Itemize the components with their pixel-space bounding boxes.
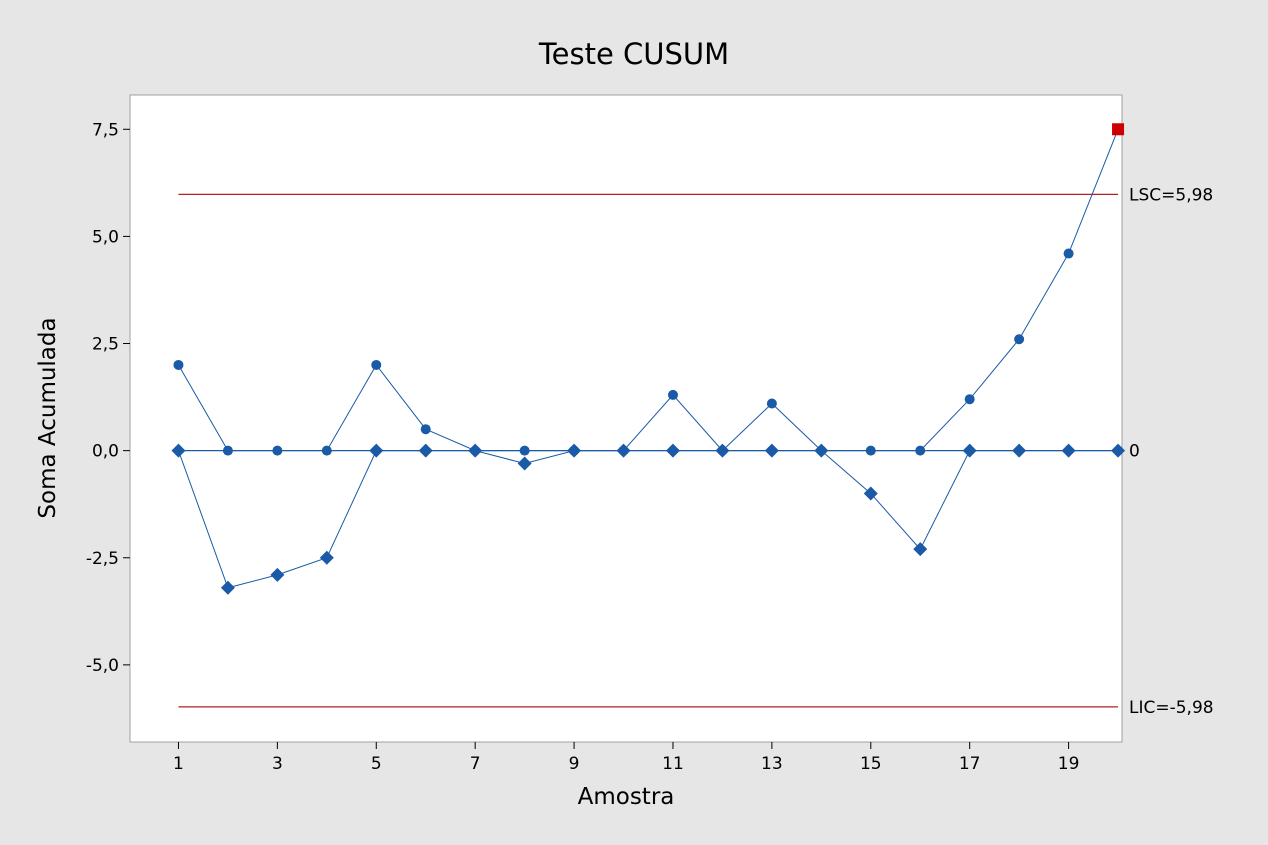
out-of-control-point (1112, 123, 1125, 136)
axes: -5,0-2,50,02,55,07,51 3 5 7 9 11 13 15 17 19 (86, 120, 1080, 774)
data-point-circle (667, 389, 678, 400)
data-point-circle (272, 445, 283, 456)
data-point-diamond (567, 443, 582, 458)
y-tick-label: 5,0 (92, 227, 119, 247)
data-point-diamond (863, 486, 878, 501)
y-tick-label: -5,0 (86, 656, 119, 676)
data-point-diamond (468, 443, 483, 458)
data-point-diamond (220, 580, 235, 595)
x-tick-label: 7 (470, 754, 481, 774)
data-point-diamond (418, 443, 433, 458)
data-point-diamond (1012, 443, 1027, 458)
data-point-diamond (319, 550, 334, 565)
x-tick-label: 13 (761, 754, 783, 774)
reference-line-label: 0 (1129, 442, 1140, 462)
series-line (178, 129, 1119, 452)
plot-area (129, 94, 1123, 743)
data-point-diamond (517, 456, 532, 471)
data-point-diamond (1111, 443, 1126, 458)
data-point-circle (420, 424, 431, 435)
data-point-diamond (764, 443, 779, 458)
data-point-circle (519, 445, 530, 456)
series-line (177, 450, 1119, 589)
data-point-circle (173, 359, 184, 370)
data-point-circle (222, 445, 233, 456)
x-tick-label: 1 (173, 754, 184, 774)
x-tick-label: 5 (371, 754, 382, 774)
x-tick-label: 19 (1058, 754, 1080, 774)
x-tick-label: 11 (662, 754, 684, 774)
reference-line-label: LSC=5,98 (1129, 185, 1213, 205)
x-tick-label: 9 (569, 754, 580, 774)
x-tick-label: 3 (272, 754, 283, 774)
y-axis-title: Soma Acumulada (35, 317, 61, 518)
data-point-circle (766, 398, 777, 409)
data-point-circle (321, 445, 332, 456)
x-tick-label: 17 (959, 754, 981, 774)
data-point-diamond (270, 567, 285, 582)
data-point-circle (865, 445, 876, 456)
data-point-diamond (171, 443, 186, 458)
data-point-diamond (962, 443, 977, 458)
data-point-diamond (665, 443, 680, 458)
data-point-diamond (1061, 443, 1076, 458)
data-point-circle (915, 445, 926, 456)
y-tick-label: -2,5 (86, 549, 119, 569)
data-point-circle (1014, 334, 1025, 345)
data-point-circle (1063, 248, 1074, 259)
data-point-circle (371, 359, 382, 370)
data-point-diamond (715, 443, 730, 458)
x-axis-title: Amostra (578, 784, 675, 810)
series (171, 123, 1126, 595)
data-point-circle (964, 394, 975, 405)
y-tick-label: 7,5 (92, 120, 119, 140)
data-point-diamond (814, 443, 829, 458)
y-tick-label: 2,5 (92, 335, 119, 355)
data-point-diamond (369, 443, 384, 458)
x-tick-label: 15 (860, 754, 882, 774)
chart-title: Teste CUSUM (538, 37, 729, 71)
reference-line-label: LIC=-5,98 (1129, 698, 1214, 718)
data-point-diamond (616, 443, 631, 458)
data-point-diamond (913, 542, 928, 557)
y-tick-label: 0,0 (92, 442, 119, 462)
